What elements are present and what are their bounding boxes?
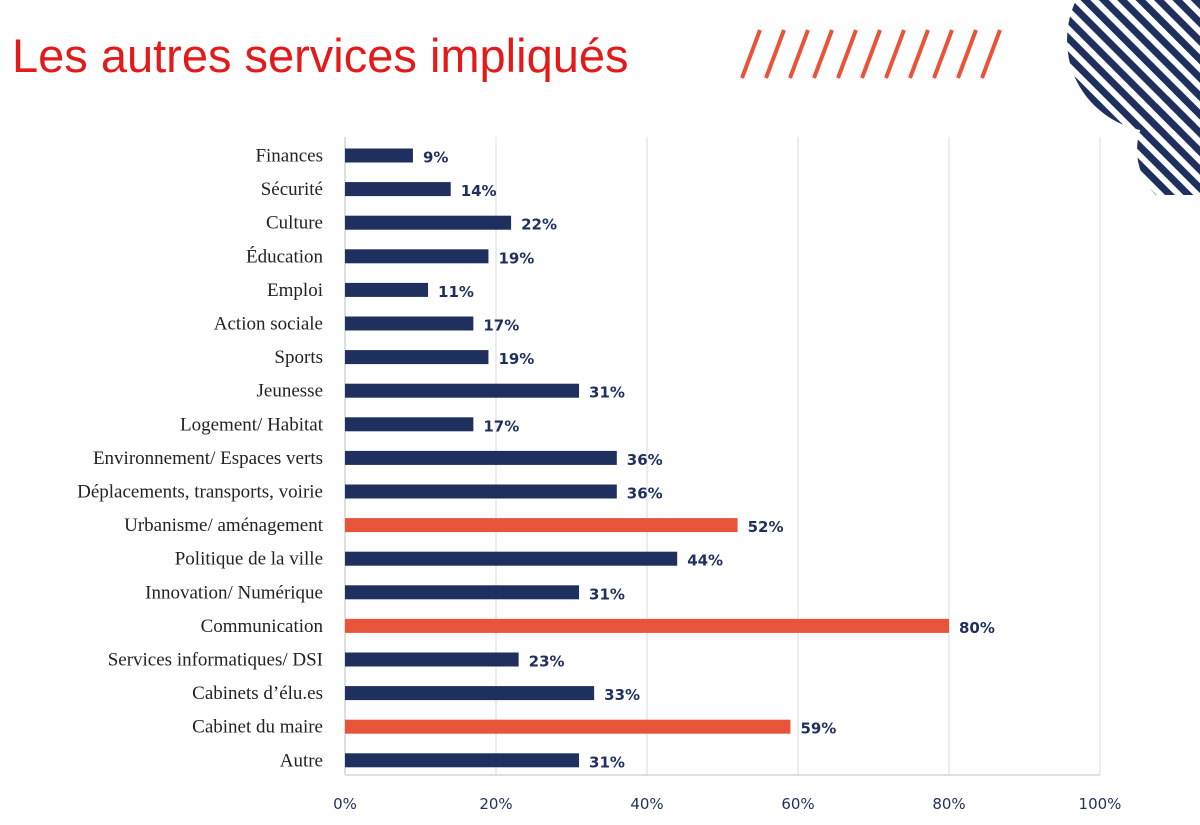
category-label: Déplacements, transports, voirie bbox=[77, 482, 323, 503]
striped-circle-decoration bbox=[1067, 0, 1200, 195]
bar bbox=[345, 719, 791, 734]
bar bbox=[345, 518, 738, 533]
category-label: Éducation bbox=[246, 245, 324, 267]
page-title: Les autres services impliqués bbox=[12, 29, 629, 82]
value-label: 52% bbox=[748, 518, 784, 536]
value-label: 31% bbox=[589, 384, 625, 402]
slash-mark bbox=[812, 29, 834, 79]
value-label: 33% bbox=[604, 686, 640, 704]
category-label: Cabinets d’élu.es bbox=[192, 683, 323, 704]
x-tick-label: 0% bbox=[333, 795, 357, 813]
bar bbox=[345, 585, 580, 600]
bar bbox=[345, 484, 617, 499]
category-label: Sports bbox=[274, 347, 323, 368]
category-label: Jeunesse bbox=[257, 381, 323, 402]
x-tick-label: 80% bbox=[932, 795, 965, 813]
value-label: 11% bbox=[438, 283, 474, 301]
bar bbox=[345, 148, 413, 163]
category-label: Cabinet du maire bbox=[192, 717, 323, 738]
value-label: 80% bbox=[959, 619, 995, 637]
category-label: Logement/ Habitat bbox=[180, 414, 324, 435]
bar bbox=[345, 350, 489, 365]
bar bbox=[345, 753, 580, 768]
x-tick-label: 60% bbox=[781, 795, 814, 813]
bar bbox=[345, 316, 474, 331]
category-label: Action sociale bbox=[214, 314, 323, 335]
slash-mark bbox=[884, 29, 906, 79]
bar bbox=[345, 652, 519, 667]
category-label: Finances bbox=[255, 146, 323, 167]
slash-mark bbox=[740, 29, 762, 79]
value-label: 36% bbox=[627, 485, 663, 503]
value-label: 31% bbox=[589, 753, 625, 771]
slash-decoration bbox=[740, 29, 1002, 79]
bar bbox=[345, 551, 678, 566]
bar bbox=[345, 686, 595, 701]
category-label: Services informatiques/ DSI bbox=[108, 650, 323, 671]
value-label: 14% bbox=[461, 182, 497, 200]
value-label: 19% bbox=[498, 249, 534, 267]
value-label: 59% bbox=[800, 720, 836, 738]
bar bbox=[345, 249, 489, 264]
value-label: 17% bbox=[483, 317, 519, 335]
bar bbox=[345, 182, 451, 197]
slash-mark bbox=[836, 29, 858, 79]
slash-mark bbox=[788, 29, 810, 79]
x-tick-label: 40% bbox=[630, 795, 663, 813]
x-tick-label: 20% bbox=[479, 795, 512, 813]
category-label: Autre bbox=[280, 750, 323, 771]
slash-mark bbox=[860, 29, 882, 79]
bar bbox=[345, 618, 949, 633]
slash-mark bbox=[956, 29, 978, 79]
value-label: 36% bbox=[627, 451, 663, 469]
category-label: Sécurité bbox=[261, 179, 323, 200]
category-label: Communication bbox=[201, 616, 324, 637]
value-label: 23% bbox=[529, 653, 565, 671]
slash-mark bbox=[932, 29, 954, 79]
category-label: Environnement/ Espaces verts bbox=[93, 448, 323, 469]
slash-mark bbox=[764, 29, 786, 79]
value-label: 9% bbox=[423, 149, 448, 167]
x-tick-label: 100% bbox=[1079, 795, 1122, 813]
value-label: 19% bbox=[498, 350, 534, 368]
slash-mark bbox=[908, 29, 930, 79]
category-label: Emploi bbox=[267, 280, 323, 301]
category-label: Innovation/ Numérique bbox=[145, 582, 323, 603]
bar bbox=[345, 417, 474, 432]
bar bbox=[345, 282, 429, 297]
category-label: Politique de la ville bbox=[175, 549, 323, 570]
value-label: 22% bbox=[521, 216, 557, 234]
bar bbox=[345, 215, 512, 230]
value-label: 44% bbox=[687, 552, 723, 570]
bar bbox=[345, 450, 617, 465]
slash-mark bbox=[980, 29, 1002, 79]
bar bbox=[345, 383, 580, 398]
category-label: Culture bbox=[266, 213, 323, 234]
category-label: Urbanisme/ aménagement bbox=[124, 515, 324, 536]
value-label: 17% bbox=[483, 417, 519, 435]
value-label: 31% bbox=[589, 585, 625, 603]
